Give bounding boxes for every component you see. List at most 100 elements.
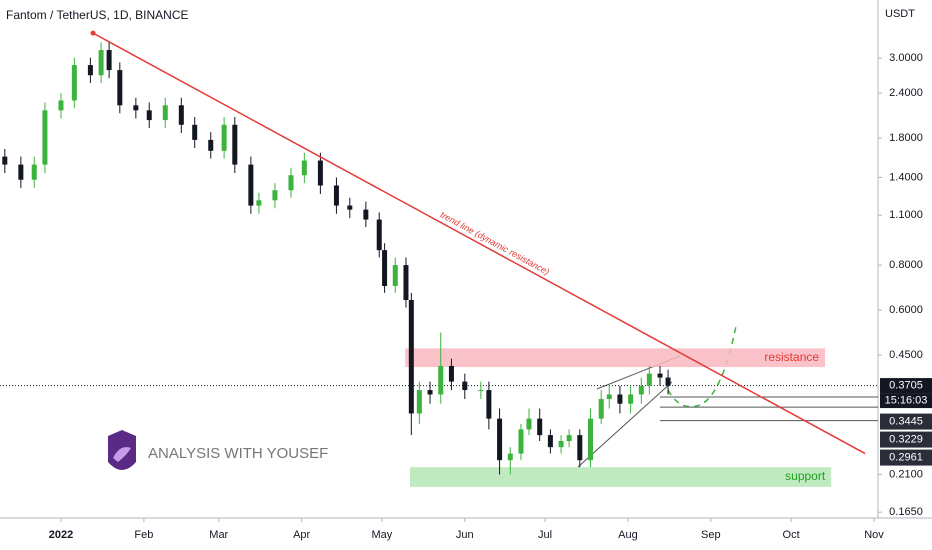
candle-body bbox=[497, 418, 503, 461]
candle-body bbox=[598, 399, 604, 419]
candle-body bbox=[588, 418, 594, 461]
current-price-label-box bbox=[880, 378, 932, 394]
candle-body bbox=[617, 394, 623, 404]
y-tick-label: 1.8000 bbox=[889, 132, 923, 144]
candle-body bbox=[606, 394, 612, 400]
x-tick-label: Mar bbox=[209, 529, 228, 541]
zone-label: support bbox=[785, 469, 826, 483]
y-tick-label: 1.1000 bbox=[889, 209, 923, 221]
y-tick-label: 0.4500 bbox=[889, 349, 923, 361]
candle-body bbox=[376, 219, 382, 251]
candle-body bbox=[438, 365, 444, 395]
candle-body bbox=[408, 300, 414, 414]
candle-body bbox=[665, 377, 671, 386]
y-tick-label: 3.0000 bbox=[889, 52, 923, 64]
candle-body bbox=[256, 200, 262, 206]
candle-body bbox=[31, 164, 37, 180]
candle-body bbox=[133, 105, 139, 111]
x-tick-label: Jun bbox=[456, 529, 474, 541]
x-tick-label: Apr bbox=[293, 529, 310, 541]
candle-body bbox=[558, 441, 564, 448]
countdown-label-box bbox=[880, 393, 932, 409]
y-tick-label: 0.6000 bbox=[889, 304, 923, 316]
watermark: ANALYSIS WITH YOUSEF bbox=[148, 445, 328, 462]
candle-body bbox=[178, 105, 184, 125]
candle-body bbox=[208, 139, 214, 151]
candle-body bbox=[221, 124, 227, 151]
logo bbox=[108, 430, 136, 470]
price-level-label-box bbox=[880, 413, 932, 430]
candle-body bbox=[646, 373, 652, 386]
candle-body bbox=[363, 209, 369, 220]
candle-body bbox=[42, 110, 48, 165]
candle-body bbox=[146, 110, 152, 121]
candle-body bbox=[507, 453, 513, 461]
chart-title: Fantom / TetherUS, 1D, BINANCE bbox=[6, 8, 189, 22]
candle-body bbox=[478, 390, 484, 392]
candle-body bbox=[248, 164, 254, 206]
candle-body bbox=[58, 100, 64, 111]
candle-body bbox=[71, 65, 77, 101]
y-tick-label: 0.8000 bbox=[889, 259, 923, 271]
candle-body bbox=[392, 265, 398, 286]
price-level-label-box bbox=[880, 431, 932, 448]
candle-body bbox=[537, 418, 543, 436]
candle-body bbox=[403, 265, 409, 301]
candle-body bbox=[232, 124, 238, 165]
candle-body bbox=[628, 394, 634, 404]
candle-body bbox=[87, 65, 93, 76]
candle-body bbox=[192, 124, 198, 140]
y-unit: USDT bbox=[885, 8, 915, 20]
zone bbox=[409, 467, 832, 487]
candle-body bbox=[301, 160, 307, 176]
candle-body bbox=[638, 385, 644, 395]
x-tick-label: Oct bbox=[783, 529, 800, 541]
candle-body bbox=[333, 185, 339, 206]
zone bbox=[405, 348, 826, 368]
x-tick-label: 2022 bbox=[49, 529, 73, 541]
x-tick-label: May bbox=[372, 529, 393, 541]
price-level-label: 0.3445 bbox=[889, 415, 923, 427]
candle-body bbox=[18, 164, 24, 180]
projection-path bbox=[667, 325, 737, 408]
x-tick-label: Jul bbox=[538, 529, 552, 541]
x-tick-label: Feb bbox=[134, 529, 153, 541]
trend-line bbox=[92, 32, 866, 455]
candle-body bbox=[416, 390, 422, 414]
candle-body bbox=[106, 50, 112, 71]
current-price-label: 0.3705 bbox=[889, 379, 923, 391]
price-level-label-box bbox=[880, 449, 932, 466]
y-tick-label: 0.2100 bbox=[889, 468, 923, 480]
candle-body bbox=[462, 381, 468, 391]
y-tick-label: 2.4000 bbox=[889, 87, 923, 99]
y-tick-label: 0.1650 bbox=[889, 506, 923, 518]
price-level-label: 0.3229 bbox=[889, 433, 923, 445]
candle-body bbox=[566, 435, 572, 442]
candle-body bbox=[162, 105, 168, 121]
countdown-label: 15:16:03 bbox=[885, 394, 928, 406]
trend-anchor bbox=[90, 30, 96, 36]
candle-body bbox=[98, 50, 104, 76]
candle-body bbox=[382, 250, 388, 286]
candle-body bbox=[427, 390, 433, 395]
candle-body bbox=[288, 175, 294, 191]
candle-body bbox=[347, 205, 353, 210]
logo-bull bbox=[113, 447, 131, 462]
candle-body bbox=[657, 373, 663, 378]
candle-body bbox=[547, 435, 553, 448]
candle-body bbox=[117, 70, 123, 106]
candle-body bbox=[577, 435, 583, 461]
zone-label: resistance bbox=[764, 350, 819, 364]
candle-body bbox=[2, 156, 8, 165]
candle-body bbox=[272, 190, 278, 201]
candle-body bbox=[486, 390, 492, 419]
price-level-label: 0.2961 bbox=[889, 451, 923, 463]
x-tick-label: Sep bbox=[701, 529, 721, 541]
candle-body bbox=[448, 365, 454, 382]
y-tick-label: 1.4000 bbox=[889, 171, 923, 183]
candle-body bbox=[526, 418, 532, 430]
candle-body bbox=[518, 429, 524, 454]
x-tick-label: Nov bbox=[864, 529, 884, 541]
